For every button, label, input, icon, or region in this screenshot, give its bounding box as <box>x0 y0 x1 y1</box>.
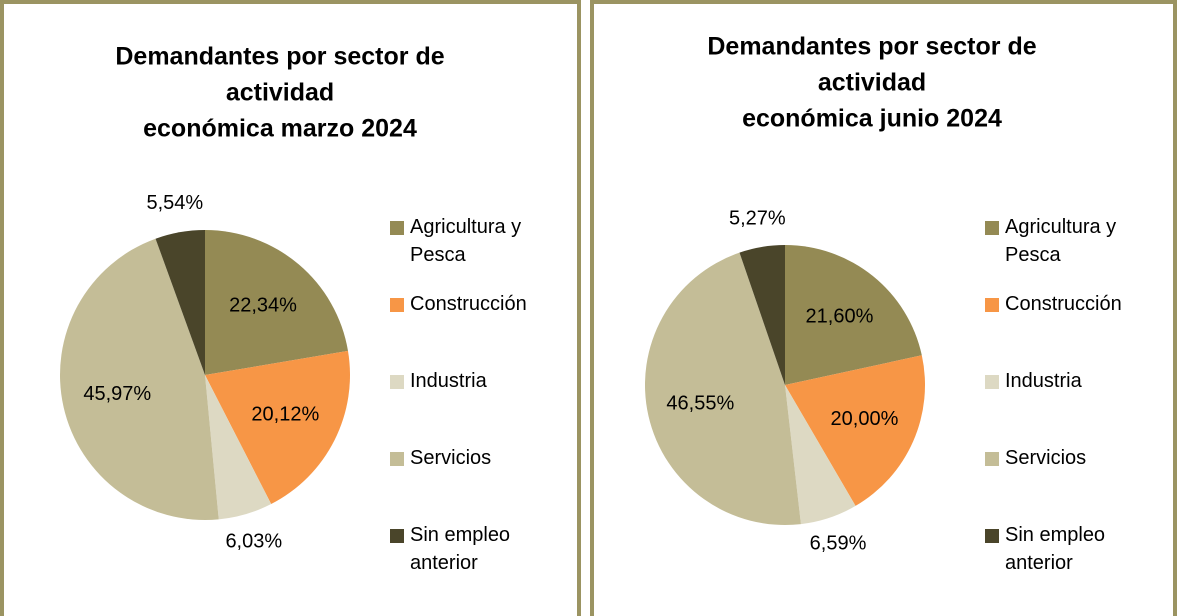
legend-swatch <box>390 221 404 235</box>
legend-label: Servicios <box>1005 447 1086 469</box>
legend-label: Sin empleo anterior <box>410 524 516 574</box>
pie-slice <box>785 385 856 525</box>
data-label: 20,00% <box>831 408 899 430</box>
data-label: 5,54% <box>147 192 204 214</box>
data-label: 6,59% <box>810 533 867 555</box>
legend-swatch <box>985 298 999 312</box>
data-label: 6,03% <box>225 530 282 552</box>
chart-title: económica marzo 2024 <box>143 115 417 143</box>
pie-slice <box>205 350 350 505</box>
legend-label: Construcción <box>410 293 527 315</box>
chart-title: Demandantes por sector de <box>115 43 444 71</box>
data-label: 22,34% <box>229 295 297 317</box>
chart-title: actividad <box>818 69 926 97</box>
pie-slice <box>785 245 922 385</box>
legend-swatch <box>390 298 404 312</box>
pie-slice <box>59 238 219 520</box>
chart-title: económica junio 2024 <box>742 105 1002 133</box>
legend-label: Servicios <box>410 447 491 469</box>
data-label: 46,55% <box>666 392 734 414</box>
legend-label: Sin empleo anterior <box>1005 524 1111 574</box>
legend-label: Agricultura y Pesca <box>1005 216 1122 266</box>
legend-label: Industria <box>410 370 488 392</box>
pie-slice <box>785 355 926 506</box>
pie-slice <box>155 230 205 375</box>
pie-slice <box>739 245 785 385</box>
legend-swatch <box>390 452 404 466</box>
data-label: 21,60% <box>806 306 874 328</box>
panel-border <box>0 0 581 616</box>
legend-label: Construcción <box>1005 293 1122 315</box>
data-label: 5,27% <box>729 208 786 230</box>
data-label: 20,12% <box>251 404 319 426</box>
legend-swatch <box>985 529 999 543</box>
legend-label: Industria <box>1005 370 1083 392</box>
data-label: 45,97% <box>83 383 151 405</box>
pie-slice <box>205 230 348 375</box>
legend-swatch <box>390 375 404 389</box>
legend-swatch <box>985 221 999 235</box>
pie-slice <box>205 375 272 520</box>
legend-swatch <box>985 375 999 389</box>
chart-title: Demandantes por sector de <box>707 33 1036 61</box>
pie-slice <box>644 252 801 525</box>
legend-swatch <box>390 529 404 543</box>
panel-border <box>590 0 1177 616</box>
legend-label: Agricultura y Pesca <box>410 216 527 266</box>
legend-swatch <box>985 452 999 466</box>
chart-title: actividad <box>226 79 334 107</box>
